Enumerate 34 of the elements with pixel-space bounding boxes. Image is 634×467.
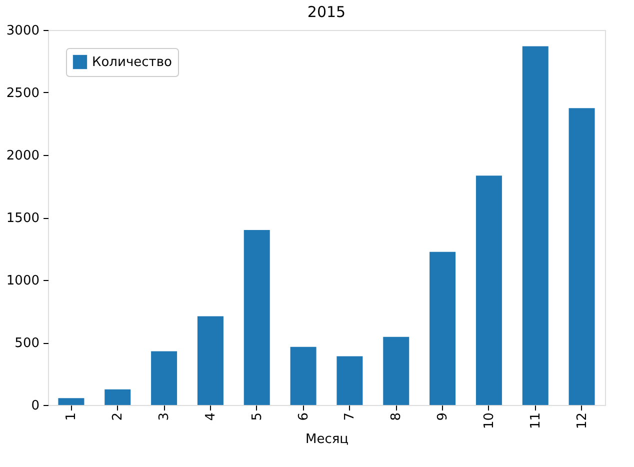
bar [244,230,270,405]
bar [568,108,595,405]
x-tick-label: 6 [296,412,312,421]
bar [430,252,456,405]
y-tick-label: 1500 [6,211,40,226]
x-tick-label: 11 [528,412,544,430]
x-tick-label: 3 [157,412,172,421]
x-tick-label: 8 [389,412,404,421]
x-tick-label: 12 [574,412,590,430]
bar [197,316,224,405]
x-tick-label: 9 [436,412,451,421]
y-tick-label: 0 [31,398,40,414]
y-tick-label: 2500 [6,86,40,101]
bar [383,336,410,405]
y-tick-label: 500 [14,336,40,351]
bar [336,356,363,405]
y-tick-label: 1000 [6,274,40,288]
bar [58,398,84,405]
x-tick-label: 1 [64,412,80,421]
x-tick-label: 5 [250,412,265,421]
bar [290,346,316,405]
bar [476,176,502,405]
x-tick-label: 10 [482,412,497,430]
chart-title: 2015 [307,3,346,21]
x-tick-label: 4 [203,412,218,421]
bar [522,46,548,405]
x-tick-label: 7 [342,412,358,421]
y-tick-label: 3000 [6,24,40,38]
legend-label: Количество [92,55,172,70]
bar [151,351,178,405]
bar [104,389,131,405]
x-tick-label: 2 [110,412,126,421]
y-tick-label: 2000 [6,148,40,164]
x-axis-title: Месяц [305,432,349,448]
